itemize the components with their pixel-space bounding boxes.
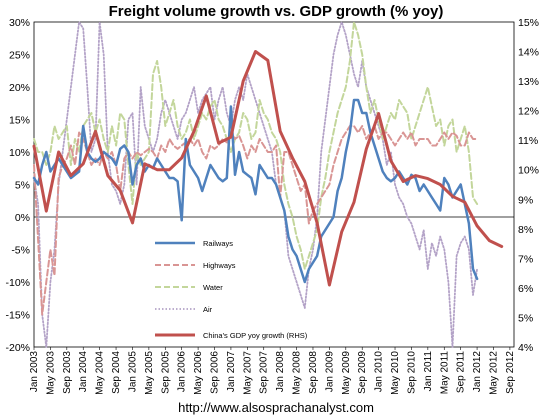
x-tick-label: May 2009 — [341, 351, 352, 395]
y-right-tick-label: 4% — [518, 342, 533, 354]
source-url-footer: http://www.alsosprachanalyst.com — [178, 400, 374, 415]
x-tick-label: Sep 2004 — [111, 351, 122, 394]
x-tick-label: Jan 2005 — [127, 351, 138, 393]
series-line-china-s-gdp-yoy-growth-rhs- — [32, 50, 504, 287]
y-left-tick-label: 20% — [9, 82, 30, 94]
x-tick-label: Jan 2006 — [177, 351, 188, 393]
y-left-tick-label: 5% — [15, 180, 30, 192]
legend-label: Air — [203, 305, 213, 314]
y-left-tick-label: -10% — [5, 277, 30, 289]
x-tick-label: Jan 2004 — [78, 351, 89, 393]
x-tick-label: Jan 2010 — [374, 351, 385, 393]
x-tick-label: Sep 2008 — [308, 351, 319, 394]
y-right-tick-label: 15% — [518, 17, 539, 29]
x-tick-label: May 2012 — [488, 351, 499, 395]
y-left-tick-label: 15% — [9, 115, 30, 127]
series-line-water — [33, 21, 479, 270]
y-left-tick-label: -5% — [11, 245, 30, 257]
legend: Railways Highways Water Air China's GDP yoy … — [155, 239, 308, 340]
axis-ticks: -20% -15% -10% -5% 0% 5% 10% 15% 20% 25% 30% 4% 5% 6%… — [5, 17, 539, 395]
x-tick-label: May 2011 — [439, 351, 450, 395]
x-tick-label: Jan 2003 — [29, 351, 40, 393]
y-left-tick-label: 0% — [15, 212, 30, 224]
series-lines — [32, 21, 504, 348]
x-tick-label: Sep 2011 — [456, 351, 467, 394]
legend-label: Highways — [203, 261, 236, 270]
x-tick-label: May 2008 — [292, 351, 303, 395]
series-line-highways — [33, 125, 479, 316]
axes-and-gridlines — [33, 21, 515, 348]
y-left-tick-label: 30% — [9, 17, 30, 29]
x-tick-label: May 2010 — [390, 351, 401, 395]
x-tick-label: Jan 2011 — [423, 351, 434, 392]
legend-label: Water — [203, 283, 223, 292]
x-tick-label: Sep 2007 — [259, 351, 270, 394]
chart-title: Freight volume growth vs. GDP growth (% … — [109, 3, 444, 20]
y-right-tick-label: 7% — [518, 253, 533, 265]
y-right-tick-label: 13% — [518, 76, 539, 88]
x-tick-label: Sep 2005 — [160, 351, 171, 394]
x-tick-label: Jan 2009 — [324, 351, 335, 393]
x-tick-label: May 2006 — [193, 351, 204, 395]
x-tick-label: Sep 2003 — [62, 351, 73, 394]
x-tick-label: May 2003 — [45, 351, 56, 395]
y-right-tick-label: 8% — [518, 224, 533, 236]
x-tick-label: Sep 2012 — [505, 351, 516, 394]
x-tick-label: Jan 2007 — [226, 351, 237, 393]
series-line-air — [33, 21, 479, 348]
x-tick-label: Sep 2006 — [210, 351, 221, 394]
y-right-tick-label: 9% — [518, 194, 533, 206]
y-left-tick-label: -15% — [5, 310, 30, 322]
y-right-tick-label: 10% — [518, 165, 539, 177]
legend-label: Railways — [203, 239, 233, 248]
x-tick-label: May 2007 — [242, 351, 253, 395]
legend-label: China's GDP yoy growth (RHS) — [203, 331, 308, 340]
x-tick-label: May 2004 — [95, 351, 106, 395]
series-line-railways — [32, 98, 479, 284]
y-right-tick-label: 11% — [518, 135, 538, 147]
x-tick-label: May 2005 — [144, 351, 155, 395]
y-right-tick-label: 5% — [518, 312, 533, 324]
x-tick-label: Jan 2012 — [472, 351, 483, 393]
y-left-tick-label: 25% — [9, 50, 30, 62]
y-right-tick-label: 12% — [518, 106, 539, 118]
x-tick-label: Sep 2010 — [406, 351, 417, 394]
y-left-tick-label: -20% — [5, 342, 30, 354]
x-tick-label: Jan 2008 — [275, 351, 286, 393]
plot-area-border — [33, 21, 515, 348]
y-right-tick-label: 14% — [518, 47, 539, 59]
y-right-tick-label: 6% — [518, 283, 533, 295]
x-tick-label: Sep 2009 — [357, 351, 368, 394]
y-left-tick-label: 10% — [9, 147, 30, 159]
